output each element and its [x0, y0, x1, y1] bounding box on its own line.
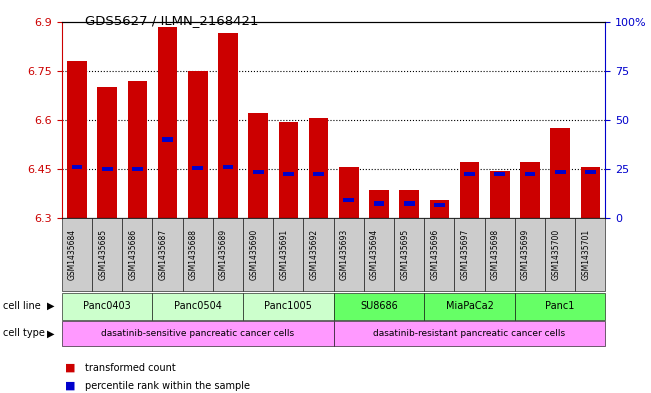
Bar	[309, 118, 328, 218]
Bar	[188, 71, 208, 218]
Text: GSM1435687: GSM1435687	[159, 229, 167, 280]
Bar	[72, 165, 82, 169]
Bar	[162, 138, 173, 141]
Bar	[525, 172, 535, 176]
Text: dasatinib-sensitive pancreatic cancer cells: dasatinib-sensitive pancreatic cancer ce…	[101, 329, 294, 338]
Text: Panc1: Panc1	[546, 301, 575, 311]
Text: GSM1435689: GSM1435689	[219, 229, 228, 280]
Bar	[434, 203, 445, 207]
Text: dasatinib-resistant pancreatic cancer cells: dasatinib-resistant pancreatic cancer ce…	[374, 329, 566, 338]
Text: Panc0504: Panc0504	[174, 301, 222, 311]
Bar	[460, 162, 479, 218]
Text: GSM1435696: GSM1435696	[430, 229, 439, 280]
Bar	[102, 167, 113, 171]
Text: transformed count: transformed count	[85, 363, 175, 373]
Bar	[192, 166, 203, 171]
Bar	[313, 172, 324, 176]
Text: percentile rank within the sample: percentile rank within the sample	[85, 380, 249, 391]
Bar	[555, 170, 566, 174]
Bar	[98, 87, 117, 218]
Text: cell type: cell type	[3, 329, 45, 338]
Text: GSM1435697: GSM1435697	[460, 229, 469, 280]
Text: Panc0403: Panc0403	[83, 301, 131, 311]
Bar	[399, 190, 419, 218]
Text: GSM1435685: GSM1435685	[98, 229, 107, 280]
Text: GSM1435700: GSM1435700	[551, 229, 560, 280]
Bar	[494, 172, 505, 176]
Text: GSM1435692: GSM1435692	[309, 229, 318, 280]
Text: ▶: ▶	[47, 301, 55, 311]
Bar	[520, 162, 540, 218]
Text: ■: ■	[65, 380, 76, 391]
Bar	[279, 121, 298, 218]
Bar	[339, 167, 359, 218]
Text: GSM1435691: GSM1435691	[279, 229, 288, 280]
Bar	[343, 198, 354, 202]
Bar	[67, 61, 87, 218]
Bar	[132, 167, 143, 171]
Bar	[374, 201, 384, 206]
Text: GSM1435699: GSM1435699	[521, 229, 530, 280]
Bar	[404, 201, 415, 206]
Bar	[158, 27, 177, 218]
Text: GSM1435686: GSM1435686	[128, 229, 137, 280]
Text: ▶: ▶	[47, 329, 55, 338]
Bar	[585, 170, 596, 174]
Text: GSM1435693: GSM1435693	[340, 229, 349, 280]
Text: Panc1005: Panc1005	[264, 301, 312, 311]
Text: GSM1435698: GSM1435698	[491, 229, 500, 280]
Text: SU8686: SU8686	[360, 301, 398, 311]
Text: GSM1435688: GSM1435688	[189, 229, 198, 280]
Bar	[369, 190, 389, 218]
Text: GSM1435695: GSM1435695	[400, 229, 409, 280]
Text: GDS5627 / ILMN_2168421: GDS5627 / ILMN_2168421	[85, 14, 258, 27]
Text: GSM1435684: GSM1435684	[68, 229, 77, 280]
Bar	[223, 165, 233, 169]
Bar	[283, 172, 294, 176]
Bar	[253, 170, 264, 174]
Bar	[550, 128, 570, 218]
Bar	[464, 172, 475, 176]
Text: ■: ■	[65, 363, 76, 373]
Text: GSM1435701: GSM1435701	[581, 229, 590, 280]
Text: GSM1435694: GSM1435694	[370, 229, 379, 280]
Text: cell line: cell line	[3, 301, 41, 311]
Bar	[430, 200, 449, 218]
Bar	[581, 167, 600, 218]
Bar	[490, 171, 510, 218]
Bar	[128, 81, 147, 218]
Bar	[248, 113, 268, 218]
Bar	[218, 33, 238, 218]
Text: GSM1435690: GSM1435690	[249, 229, 258, 280]
Text: MiaPaCa2: MiaPaCa2	[445, 301, 493, 311]
